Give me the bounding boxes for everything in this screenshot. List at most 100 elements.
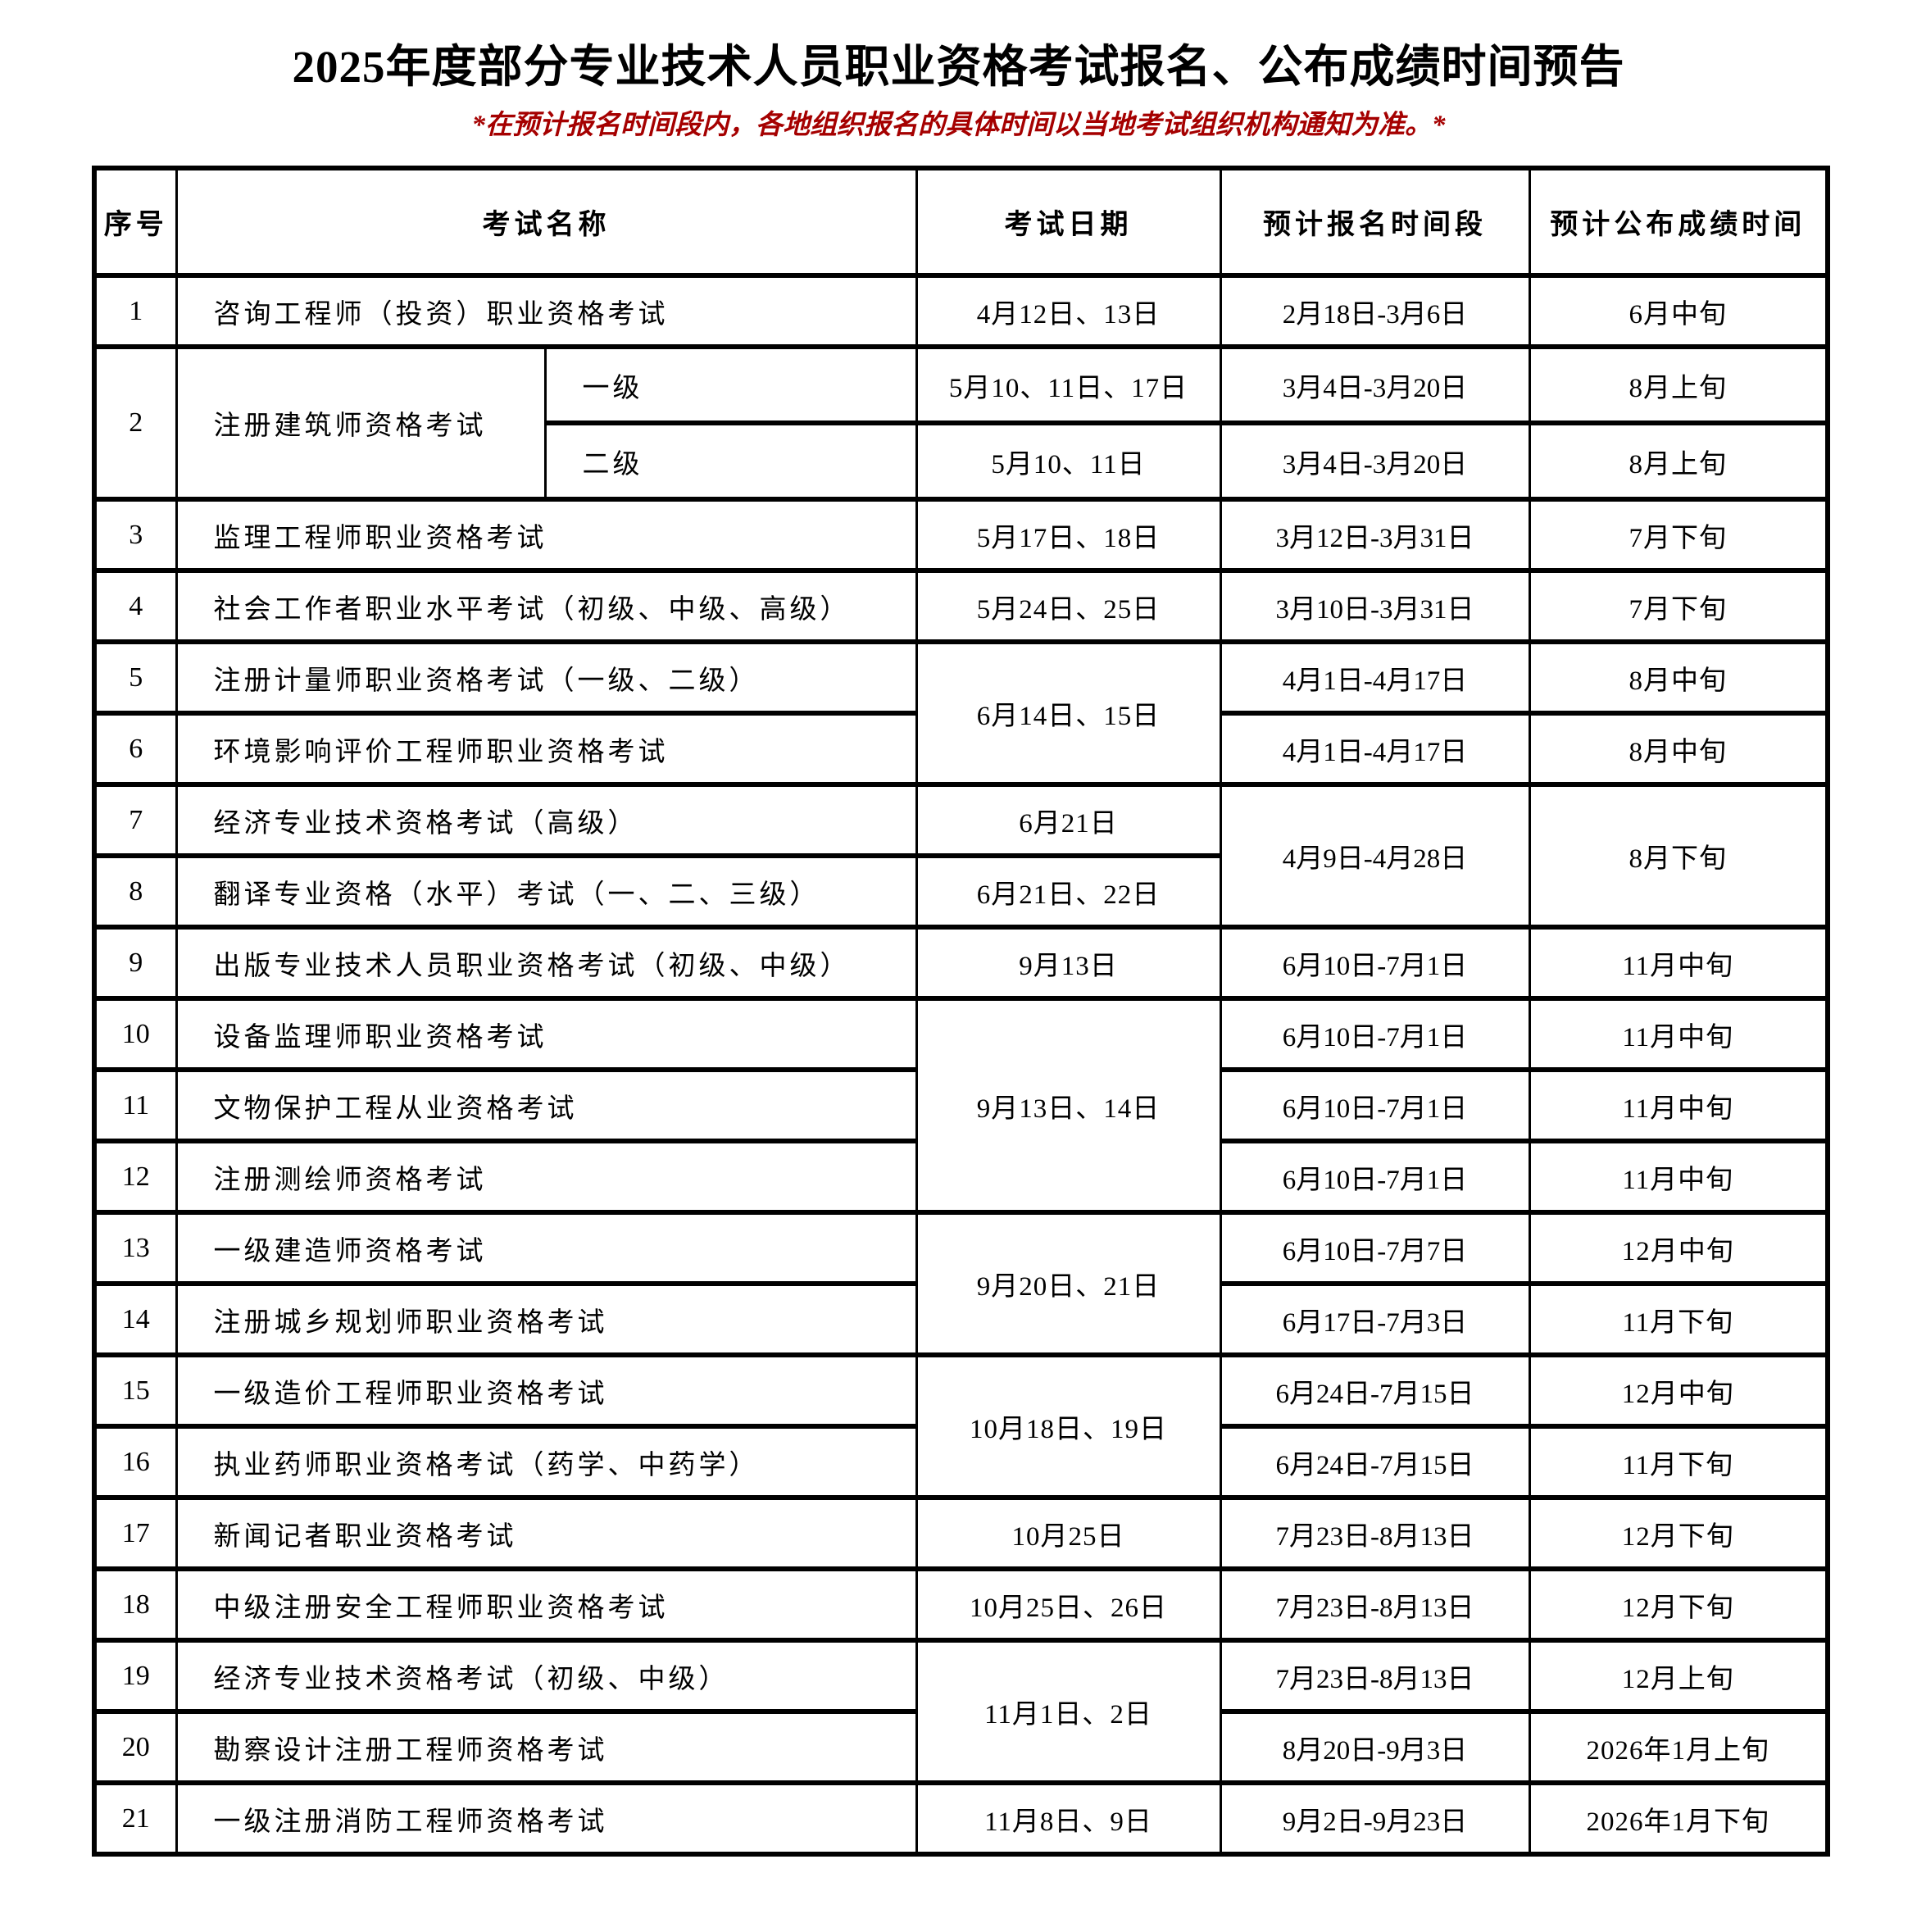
cell-seq: 5 (93, 639, 178, 716)
cell-seq: 15 (93, 1352, 178, 1429)
cell-seq: 6 (93, 711, 178, 787)
cell-exam-name: 一级造价工程师职业资格考试 (175, 1352, 918, 1429)
table-row: 9 出版专业技术人员职业资格考试（初级、中级） 9月13日 6月10日-7月1日 11月… (93, 925, 1829, 1001)
cell-exam-date: 5月10、11日 (915, 420, 1222, 502)
cell-exam-date: 4月12日、13日 (915, 273, 1222, 349)
exam-schedule-table: 序号 考试名称 考试日期 预计报名时间段 预计公布成绩时间 1 咨询工程师（投资）… (92, 166, 1830, 1857)
cell-exam-name: 文物保护工程从业资格考试 (175, 1067, 918, 1143)
table-row: 16 执业药师职业资格考试（药学、中药学） 6月24日-7月15日 11月下旬 (93, 1424, 1829, 1500)
header-exam-date: 考试日期 (915, 166, 1222, 278)
cell-exam-name: 注册城乡规划师职业资格考试 (175, 1281, 918, 1357)
cell-seq: 21 (93, 1780, 178, 1857)
cell-score-release: 2026年1月下旬 (1528, 1780, 1829, 1857)
cell-exam-name: 监理工程师职业资格考试 (175, 497, 918, 573)
cell-exam-date: 6月14日、15日 (915, 639, 1222, 787)
cell-exam-name: 勘察设计注册工程师资格考试 (175, 1709, 918, 1785)
cell-score-release: 8月中旬 (1528, 711, 1829, 787)
table-row: 19 经济专业技术资格考试（初级、中级） 11月1日、2日 7月23日-8月13日 12… (93, 1638, 1829, 1785)
table-row: 20 勘察设计注册工程师资格考试 8月20日-9月3日 2026年1月上旬 (93, 1709, 1829, 1785)
cell-registration-period: 6月17日-7月3日 (1219, 1281, 1531, 1357)
table-row: 17 新闻记者职业资格考试 10月25日 7月23日-8月13日 12月下旬 (93, 1495, 1829, 1571)
table-row: 8 翻译专业资格（水平）考试（一、二、三级） 6月21日、22日 (93, 853, 1828, 930)
cell-score-release: 11月中旬 (1528, 1067, 1829, 1143)
header-seq: 序号 (93, 166, 178, 278)
cell-exam-level: 一级 (543, 344, 918, 425)
cell-seq: 20 (93, 1709, 178, 1785)
exam-table-body: 1 咨询工程师（投资）职业资格考试 4月12日、13日 2月18日-3月6日 6月中旬 2… (93, 273, 1829, 1857)
cell-score-release: 12月下旬 (1528, 1495, 1829, 1571)
cell-registration-period: 3月4日-3月20日 (1219, 420, 1531, 502)
cell-registration-period: 6月10日-7月7日 (1219, 1210, 1531, 1286)
cell-exam-date: 9月20日、21日 (915, 1210, 1222, 1357)
cell-registration-period: 6月10日-7月1日 (1219, 996, 1531, 1072)
cell-exam-date: 6月21日 (915, 782, 1222, 858)
table-row: 14 注册城乡规划师职业资格考试 6月17日-7月3日 11月下旬 (93, 1281, 1829, 1357)
table-row: 18 中级注册安全工程师职业资格考试 10月25日、26日 7月23日-8月13日 12… (93, 1566, 1829, 1643)
cell-exam-date: 9月13日 (915, 925, 1222, 1001)
cell-exam-date: 11月1日、2日 (915, 1638, 1222, 1785)
table-row: 3 监理工程师职业资格考试 5月17日、18日 3月12日-3月31日 7月下旬 (93, 497, 1829, 573)
cell-registration-period: 6月10日-7月1日 (1219, 1067, 1531, 1143)
cell-registration-period: 4月9日-4月28日 (1219, 782, 1531, 930)
table-row: 二级 5月10、11日 3月4日-3月20日 8月上旬 (94, 420, 1829, 502)
cell-exam-date: 5月17日、18日 (915, 497, 1222, 573)
header-exam-name: 考试名称 (175, 166, 918, 278)
table-row: 7 经济专业技术资格考试（高级） 6月21日 4月9日-4月28日 8月下旬 (93, 782, 1829, 930)
table-header: 序号 考试名称 考试日期 预计报名时间段 预计公布成绩时间 (93, 166, 1829, 278)
page-subtitle: *在预计报名时间段内，各地组织报名的具体时间以当地考试组织机构通知为准。* (471, 111, 1446, 140)
cell-exam-name: 社会工作者职业水平考试（初级、中级、高级） (175, 568, 918, 644)
cell-exam-name: 出版专业技术人员职业资格考试（初级、中级） (175, 925, 918, 1001)
cell-score-release: 12月中旬 (1528, 1210, 1829, 1286)
cell-exam-name: 新闻记者职业资格考试 (175, 1495, 918, 1571)
cell-registration-period: 4月1日-4月17日 (1219, 639, 1531, 716)
cell-registration-period: 6月24日-7月15日 (1219, 1424, 1531, 1500)
table-row: 2 注册建筑师资格考试 一级 5月10、11日、17日 3月4日-3月20日 8月上旬 (93, 344, 1829, 502)
cell-registration-period: 7月23日-8月13日 (1219, 1495, 1531, 1571)
cell-exam-date: 10月25日、26日 (915, 1566, 1222, 1643)
cell-registration-period: 4月1日-4月17日 (1219, 711, 1531, 787)
cell-seq: 12 (93, 1139, 178, 1215)
cell-seq: 11 (93, 1067, 178, 1143)
table-row: 21 一级注册消防工程师资格考试 11月8日、9日 9月2日-9月23日 2026年1月… (93, 1780, 1829, 1857)
cell-exam-name: 执业药师职业资格考试（药学、中药学） (175, 1424, 918, 1500)
cell-seq: 13 (93, 1210, 178, 1286)
cell-exam-date: 9月13日、14日 (915, 996, 1222, 1215)
cell-score-release: 11月中旬 (1528, 1139, 1829, 1215)
cell-score-release: 8月上旬 (1528, 344, 1829, 425)
cell-registration-period: 6月10日-7月1日 (1219, 925, 1531, 1001)
table-row: 4 社会工作者职业水平考试（初级、中级、高级） 5月24日、25日 3月10日-3月3… (93, 568, 1829, 644)
table-row: 11 文物保护工程从业资格考试 6月10日-7月1日 11月中旬 (93, 1067, 1829, 1143)
cell-score-release: 6月中旬 (1528, 273, 1829, 349)
cell-exam-name: 一级注册消防工程师资格考试 (175, 1780, 918, 1857)
cell-score-release: 11月中旬 (1528, 996, 1829, 1072)
table-row: 6 环境影响评价工程师职业资格考试 4月1日-4月17日 8月中旬 (93, 711, 1829, 787)
cell-seq: 3 (93, 497, 178, 573)
cell-exam-name: 一级建造师资格考试 (175, 1210, 918, 1286)
cell-registration-period: 8月20日-9月3日 (1219, 1709, 1531, 1785)
cell-exam-name: 注册测绘师资格考试 (175, 1139, 918, 1215)
cell-exam-date: 11月8日、9日 (915, 1780, 1222, 1857)
cell-seq: 18 (93, 1566, 178, 1643)
cell-score-release: 8月下旬 (1528, 782, 1829, 930)
table-row: 5 注册计量师职业资格考试（一级、二级） 6月14日、15日 4月1日-4月17日 8月… (93, 639, 1829, 787)
cell-registration-period: 2月18日-3月6日 (1219, 273, 1531, 349)
header-registration-period: 预计报名时间段 (1219, 166, 1531, 278)
cell-seq: 10 (93, 996, 178, 1072)
cell-exam-name: 注册建筑师资格考试 (175, 344, 547, 502)
cell-seq: 9 (93, 925, 178, 1001)
cell-seq: 14 (93, 1281, 178, 1357)
cell-score-release: 7月下旬 (1528, 568, 1829, 644)
cell-seq: 19 (93, 1638, 178, 1714)
cell-registration-period: 3月10日-3月31日 (1219, 568, 1531, 644)
cell-score-release: 7月下旬 (1528, 497, 1829, 573)
header-score-release: 预计公布成绩时间 (1528, 166, 1829, 278)
cell-exam-date: 5月24日、25日 (915, 568, 1222, 644)
cell-exam-date: 5月10、11日、17日 (915, 344, 1222, 425)
cell-registration-period: 9月2日-9月23日 (1219, 1780, 1531, 1857)
cell-seq: 16 (93, 1424, 178, 1500)
table-row: 12 注册测绘师资格考试 6月10日-7月1日 11月中旬 (93, 1139, 1829, 1215)
header-row: 序号 考试名称 考试日期 预计报名时间段 预计公布成绩时间 (93, 166, 1829, 278)
cell-exam-name: 中级注册安全工程师职业资格考试 (175, 1566, 918, 1643)
table-row: 13 一级建造师资格考试 9月20日、21日 6月10日-7月7日 12月中旬 (93, 1210, 1829, 1357)
